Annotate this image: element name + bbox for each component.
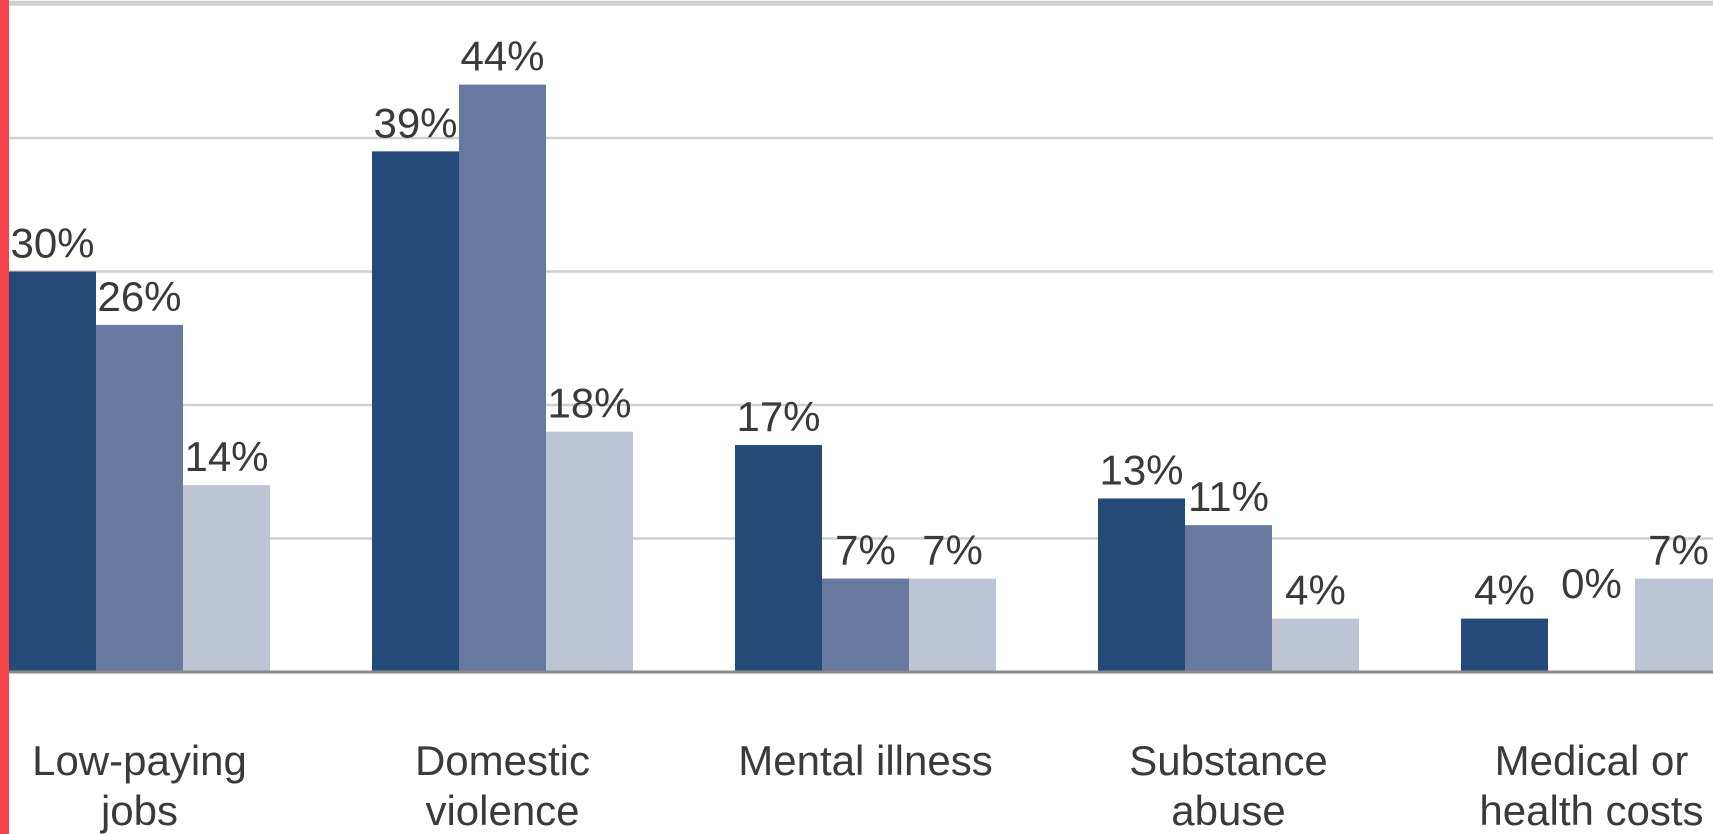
bar: [822, 578, 909, 672]
category-tick-label: Substance: [1129, 737, 1327, 784]
data-label: 17%: [736, 393, 820, 440]
category-tick-label: Mental illness: [738, 737, 992, 784]
value-labels: 30%26% 14% 39%44% 18% 17% 7% 7% 13%11% 4% 4% 0% 7%: [10, 33, 1708, 614]
data-label: 26%: [97, 273, 181, 320]
category-tick-label: Domestic: [415, 737, 590, 784]
data-label: 7%: [922, 527, 983, 574]
bar: [96, 324, 183, 672]
bar: [459, 84, 546, 673]
data-label: 13%: [1099, 446, 1183, 493]
category-tick-label: health costs: [1479, 787, 1703, 834]
bar: [1635, 578, 1713, 672]
data-label: 7%: [1648, 527, 1709, 574]
bar: [546, 431, 633, 672]
data-label: 4%: [1285, 567, 1346, 614]
data-label: 4%: [1474, 567, 1535, 614]
data-label: 11%: [1188, 473, 1269, 520]
data-label: 0%: [1561, 560, 1622, 607]
category-tick-label: Medical or: [1495, 737, 1689, 784]
bar: [9, 271, 96, 672]
data-label: 39%: [373, 99, 457, 146]
data-label: 14%: [184, 433, 268, 480]
bar: [372, 151, 459, 673]
category-tick-label: jobs: [99, 787, 178, 834]
bar: [1098, 498, 1185, 672]
bar: [1272, 618, 1359, 672]
bar-marks: [9, 84, 1713, 674]
category-tick-label: Low-paying: [32, 737, 247, 784]
bar: [1461, 618, 1548, 672]
data-label: 18%: [547, 380, 631, 427]
gridlines: [9, 0, 1713, 540]
data-label: 7%: [835, 527, 896, 574]
bar: [909, 578, 996, 672]
category-tick-label: violence: [425, 787, 579, 834]
left-edge-marker: [0, 0, 9, 834]
bar: [1185, 525, 1272, 672]
category-tick-label: abuse: [1171, 787, 1285, 834]
bar: [735, 445, 822, 672]
bar: [183, 485, 270, 672]
data-label: 44%: [460, 33, 544, 80]
data-label: 30%: [10, 220, 94, 267]
